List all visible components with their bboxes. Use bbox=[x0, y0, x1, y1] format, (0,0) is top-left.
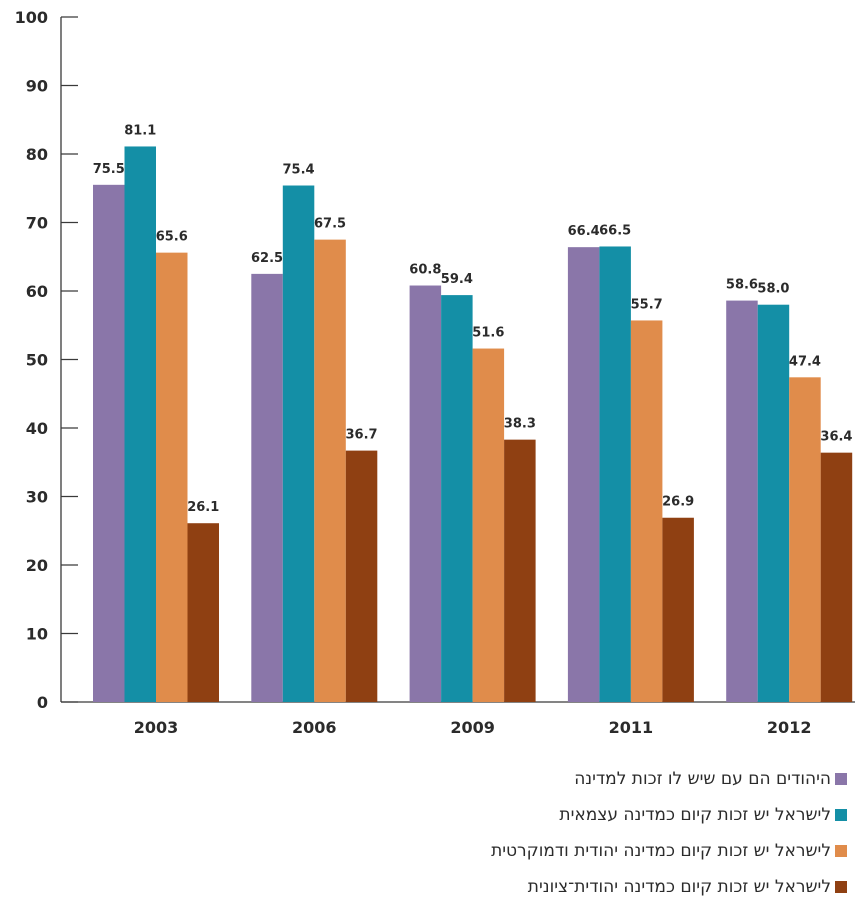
data-label: 66.5 bbox=[599, 223, 631, 238]
legend-swatch bbox=[835, 881, 847, 893]
y-tick-label: 80 bbox=[26, 145, 48, 164]
data-label: 58.0 bbox=[757, 282, 789, 297]
bar bbox=[726, 300, 758, 702]
legend-label: לישראל יש זכות קיום כמדינה עצמאית bbox=[559, 805, 831, 825]
bar bbox=[789, 377, 821, 702]
bar bbox=[251, 273, 283, 702]
data-label: 55.7 bbox=[631, 297, 663, 312]
data-label: 38.3 bbox=[504, 417, 536, 432]
legend-label: לישראל יש זכות קיום כמדינה יהודית ודמוקר… bbox=[491, 841, 831, 861]
bar bbox=[504, 439, 536, 702]
y-tick-label: 20 bbox=[26, 556, 48, 575]
bar bbox=[599, 246, 631, 702]
y-tick-label: 30 bbox=[26, 488, 48, 507]
x-category-label: 2011 bbox=[609, 718, 654, 737]
bar bbox=[662, 517, 694, 702]
legend-swatch bbox=[835, 809, 847, 821]
data-label: 58.6 bbox=[726, 278, 758, 293]
data-label: 65.6 bbox=[156, 230, 188, 245]
bar bbox=[630, 320, 663, 702]
data-label: 75.4 bbox=[283, 163, 315, 178]
y-tick-label: 40 bbox=[26, 419, 48, 438]
data-label: 75.5 bbox=[93, 162, 125, 177]
y-tick-label: 100 bbox=[15, 8, 48, 27]
data-label: 59.4 bbox=[441, 272, 473, 287]
bar bbox=[472, 348, 505, 702]
legend-item: לישראל יש זכות קיום כמדינה עצמאית bbox=[287, 804, 847, 826]
data-label: 36.4 bbox=[820, 430, 852, 445]
data-label: 62.5 bbox=[251, 251, 283, 266]
data-label: 47.4 bbox=[789, 354, 821, 369]
data-label: 51.6 bbox=[472, 326, 504, 341]
x-category-label: 2012 bbox=[767, 718, 812, 737]
data-label: 60.8 bbox=[409, 263, 441, 278]
legend-swatch bbox=[835, 773, 847, 785]
x-category-label: 2003 bbox=[134, 718, 179, 737]
y-tick-label: 0 bbox=[37, 693, 48, 712]
bar bbox=[441, 295, 473, 702]
x-category-label: 2006 bbox=[292, 718, 337, 737]
bar bbox=[820, 452, 853, 702]
y-tick-label: 10 bbox=[26, 625, 48, 644]
bar bbox=[409, 285, 442, 702]
data-label: 26.1 bbox=[187, 500, 219, 515]
legend-item: היהודים הם עם שיש לו זכות למדינה bbox=[287, 768, 847, 790]
data-label: 26.9 bbox=[662, 495, 694, 510]
data-label: 36.7 bbox=[346, 428, 378, 443]
legend-item: לישראל יש זכות קיום כמדינה יהודית ודמוקר… bbox=[287, 840, 847, 862]
x-category-label: 2009 bbox=[450, 718, 495, 737]
data-label: 81.1 bbox=[124, 123, 156, 138]
bar bbox=[314, 239, 346, 702]
bar-chart: 0 10 20 30 40 50 60 70 80 90 100 75.5 81.1 65.6 26.1 20… bbox=[15, 8, 855, 737]
bar bbox=[757, 304, 790, 702]
legend: היהודים הם עם שיש לו זכות למדינה לישראל י… bbox=[287, 768, 847, 912]
data-label: 67.5 bbox=[314, 217, 346, 232]
bar bbox=[282, 185, 315, 702]
bar bbox=[345, 450, 378, 702]
legend-label: היהודים הם עם שיש לו זכות למדינה bbox=[574, 769, 831, 789]
y-tick-label: 90 bbox=[26, 77, 48, 96]
legend-swatch bbox=[835, 845, 847, 857]
legend-item: לישראל יש זכות קיום כמדינה יהודית־ציונית bbox=[287, 876, 847, 898]
bar bbox=[156, 252, 188, 702]
y-tick-label: 50 bbox=[26, 351, 48, 370]
bar bbox=[187, 523, 219, 702]
bar bbox=[567, 247, 600, 702]
bar bbox=[93, 184, 125, 702]
y-tick-label: 60 bbox=[26, 282, 48, 301]
legend-label: לישראל יש זכות קיום כמדינה יהודית־ציונית bbox=[527, 877, 831, 897]
data-label: 66.4 bbox=[568, 224, 600, 239]
bar bbox=[124, 146, 156, 703]
y-tick-label: 70 bbox=[26, 214, 48, 233]
